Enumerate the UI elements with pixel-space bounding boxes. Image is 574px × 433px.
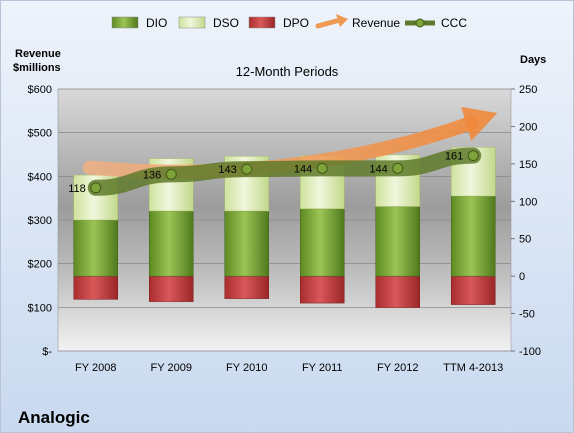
ccc-data-label: 118 — [68, 183, 86, 195]
legend-label: DPO — [283, 16, 309, 30]
chart-subtitle: 12-Month Periods — [236, 64, 339, 79]
x-tick-label: FY 2010 — [226, 362, 267, 374]
ccc-band — [87, 147, 482, 196]
ccc-data-label: 144 — [369, 163, 387, 175]
left-tick-label: $500 — [28, 128, 52, 140]
ccc-point — [316, 162, 328, 174]
x-tick-label: FY 2008 — [75, 362, 116, 374]
left-axis-ticks: $- $100 $200 $300 $400 $500 $600 — [28, 84, 53, 358]
legend-swatch-revenue — [315, 17, 343, 29]
ccc-point — [165, 168, 177, 180]
bar-dpo — [73, 275, 118, 300]
right-tick-label: 100 — [519, 196, 537, 208]
ccc-line: 118 136 143 144 144 161 — [68, 147, 482, 196]
revenue-arrow-head — [461, 107, 498, 142]
bar-dpo — [149, 275, 194, 302]
legend-label: Revenue — [352, 16, 400, 30]
left-tick-label: $600 — [28, 84, 52, 96]
bar-dpo — [451, 275, 496, 305]
legend-label: CCC — [441, 16, 467, 30]
left-axis-title-line2: $millions — [13, 62, 61, 74]
legend-swatch-dso — [178, 16, 206, 29]
right-tick-label: 200 — [519, 121, 537, 133]
bar-dio — [300, 208, 345, 277]
left-tick-label: $100 — [28, 302, 52, 314]
ccc-data-label: 136 — [143, 169, 161, 181]
bar-dio — [375, 206, 420, 277]
legend-label: DSO — [213, 16, 239, 30]
left-tick-label: $200 — [28, 259, 52, 271]
left-tick-label: $400 — [28, 171, 52, 183]
right-tick-label: 150 — [519, 159, 537, 171]
x-tick-label: FY 2012 — [377, 362, 418, 374]
company-name: Analogic — [18, 408, 90, 427]
left-axis-title-line1: Revenue — [15, 48, 61, 60]
right-axis-ticks: -100 -50 0 50 100 150 200 250 — [511, 84, 541, 358]
ccc-point — [392, 162, 404, 174]
ccc-data-label: 161 — [445, 151, 463, 163]
right-axis-title: Days — [520, 54, 546, 66]
ccc-point — [90, 182, 102, 194]
ccc-point — [467, 150, 479, 162]
legend-label: DIO — [146, 16, 167, 30]
right-tick-label: -50 — [519, 309, 535, 321]
legend-swatch-dio — [111, 16, 139, 29]
ccc-data-label: 143 — [218, 164, 236, 176]
right-tick-label: -100 — [519, 346, 541, 358]
right-tick-label: 0 — [519, 271, 525, 283]
ccc-point — [241, 163, 253, 175]
bar-dio — [73, 219, 118, 277]
bar-dpo — [375, 275, 420, 308]
x-tick-label: FY 2009 — [151, 362, 192, 374]
bar-dio — [224, 210, 269, 277]
legend: DIO DSO DPO Revenue CCC — [111, 14, 467, 30]
right-tick-label: 250 — [519, 84, 537, 96]
legend-swatch-ccc-dot — [415, 18, 425, 28]
legend-swatch-revenue-head — [336, 14, 348, 27]
x-axis-ticks: FY 2008 FY 2009 FY 2010 FY 2011 FY 2012 TTM 4… — [75, 362, 503, 374]
left-tick-label: $- — [42, 346, 52, 358]
right-tick-label: 50 — [519, 234, 531, 246]
x-tick-label: TTM 4-2013 — [443, 362, 503, 374]
x-tick-label: FY 2011 — [302, 362, 343, 374]
left-tick-label: $300 — [28, 215, 52, 227]
bar-dpo — [300, 275, 345, 304]
bar-dio — [451, 195, 496, 277]
ccc-data-label: 144 — [294, 163, 312, 175]
legend-swatch-dpo — [248, 16, 276, 29]
bar-dpo — [224, 275, 269, 299]
bar-dio — [149, 210, 194, 277]
